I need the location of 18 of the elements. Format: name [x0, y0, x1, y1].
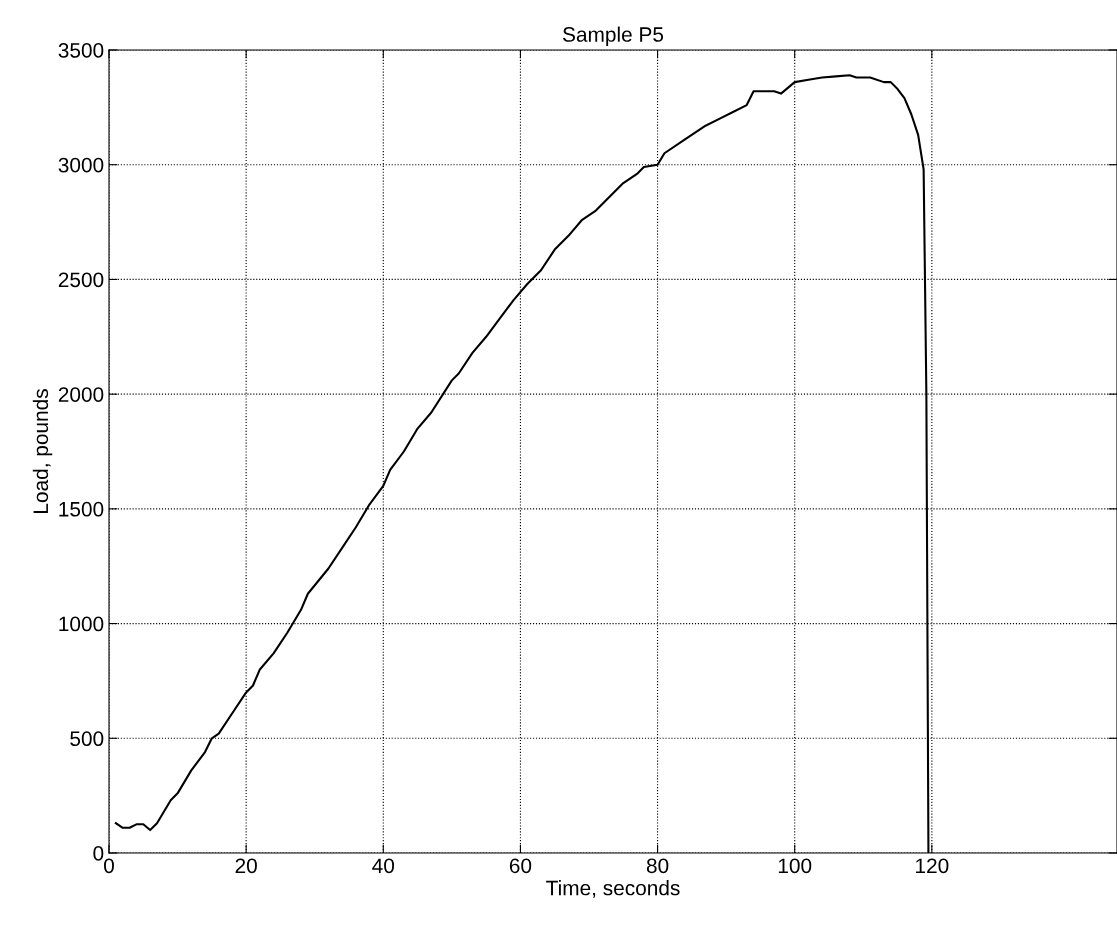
x-axis-title: Time, seconds — [546, 880, 680, 898]
y-tick-label: 1000 — [59, 616, 104, 632]
x-tick-label: 40 — [372, 858, 395, 874]
x-tick-label: 20 — [235, 858, 257, 874]
x-tick-label: 60 — [509, 858, 532, 874]
y-tick-label: 3500 — [58, 43, 104, 58]
y-tick-label: 0 — [93, 846, 104, 861]
chart-title: Sample P5 — [563, 26, 664, 46]
y-axis-title: Load, pounds — [32, 389, 53, 513]
y-tick-label: 2500 — [58, 272, 104, 288]
y-tick-label: 500 — [70, 731, 104, 747]
y-tick-label: 2000 — [58, 387, 104, 402]
x-tick-label: 100 — [778, 858, 812, 874]
y-tick-label: 3000 — [58, 157, 104, 173]
x-tick-label: 80 — [646, 858, 669, 874]
x-tick-label: 0 — [104, 858, 114, 874]
x-tick-label: 120 — [916, 858, 949, 874]
y-tick-label: 1500 — [59, 501, 104, 517]
